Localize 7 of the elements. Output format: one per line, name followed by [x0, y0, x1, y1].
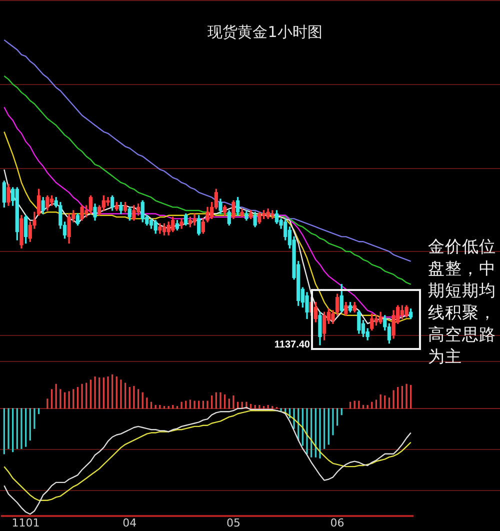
x-tick-label: 04	[122, 516, 137, 530]
text: 金价低位盘整，中期短期均线积聚，高空思路为主	[428, 236, 496, 368]
x-tick-label: 1101	[12, 516, 40, 530]
x-tick-label: 05	[226, 516, 240, 530]
annotation: 1137.40	[274, 340, 310, 351]
chart-title: 现货黄金1小时图	[206, 22, 324, 42]
x-tick-label: 06	[330, 516, 344, 530]
